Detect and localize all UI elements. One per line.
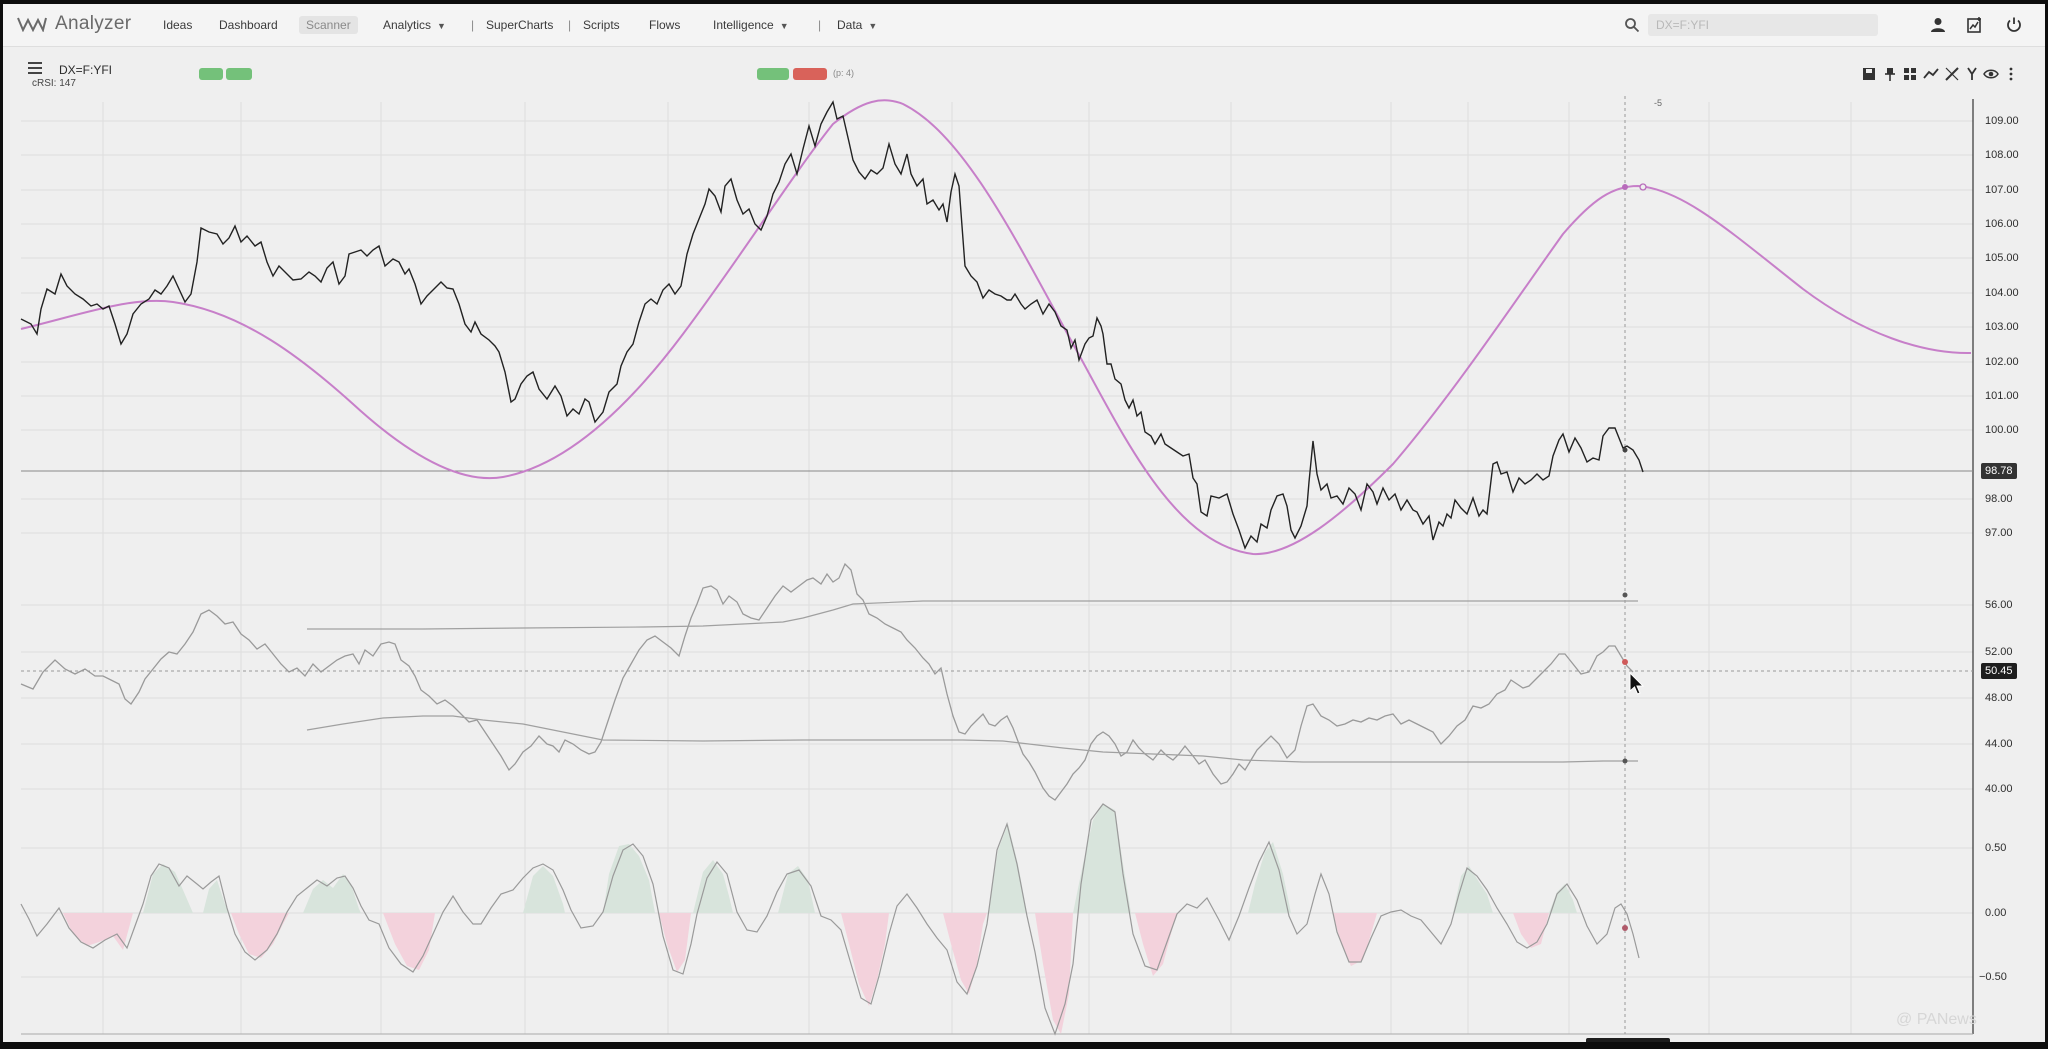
price-tick: 107.00 — [1985, 184, 2019, 196]
symbol-label[interactable]: DX=F:YFI — [59, 63, 113, 77]
cycle-marker-open — [1639, 183, 1647, 191]
nav-separator: | — [568, 18, 572, 32]
osc-current-marker — [1622, 925, 1628, 931]
legend-pill-green-2[interactable] — [226, 68, 252, 80]
logo-icon — [17, 17, 47, 32]
rsi-tick: 48.00 — [1985, 692, 2013, 704]
osc-negative-fill — [63, 913, 1549, 1034]
nav-data[interactable]: Data ▼ — [837, 16, 877, 34]
oscillator-line — [20, 803, 1640, 1036]
nav-scripts[interactable]: Scripts — [583, 18, 620, 32]
chevron-down-icon: ▼ — [779, 21, 789, 31]
legend-params: (p: 4) — [833, 68, 855, 78]
price-crosshair-marker — [1622, 447, 1628, 453]
rsi-lower-band — [306, 715, 1638, 763]
nav-analytics-label: Analytics — [383, 18, 432, 32]
fork-icon[interactable] — [1964, 66, 1980, 82]
eye-icon[interactable] — [1983, 66, 1999, 82]
nav-separator: | — [471, 18, 475, 32]
price-tick: 98.00 — [1985, 493, 2013, 505]
price-tick: 109.00 — [1985, 115, 2019, 127]
cycle-marker-filled — [1622, 184, 1628, 190]
rsi-current-marker — [1622, 659, 1628, 665]
power-icon[interactable] — [2005, 16, 2023, 34]
chevron-down-icon: ▼ — [868, 21, 878, 31]
app-window: Analyzer Ideas Dashboard Scanner Analyti… — [3, 4, 2045, 1042]
rsi-value-tag: 50.45 — [1981, 663, 2017, 679]
rsi-upper-band — [307, 600, 1638, 630]
nav-flows[interactable]: Flows — [649, 18, 681, 32]
rsi-line — [20, 562, 1634, 801]
grid-icon[interactable] — [1902, 66, 1918, 82]
nav-dashboard[interactable]: Dashboard — [219, 18, 278, 32]
rsi-tick: 40.00 — [1985, 783, 2013, 795]
save-icon[interactable] — [1861, 66, 1877, 82]
nav-ideas[interactable]: Ideas — [163, 18, 193, 32]
osc-tick: −0.50 — [1979, 971, 2007, 983]
analytics-report-icon[interactable] — [1966, 16, 1984, 34]
pin-icon[interactable] — [1882, 66, 1898, 82]
search-icon[interactable] — [1624, 17, 1640, 33]
chart-canvas[interactable] — [3, 4, 2045, 1042]
draw-tool-icon[interactable] — [1944, 66, 1960, 82]
cursor-offset-label: -5 — [1654, 98, 1663, 108]
osc-tick: 0.00 — [1985, 907, 2007, 919]
current-price-tag: 98.78 — [1981, 463, 2017, 479]
trend-icon[interactable] — [1923, 66, 1939, 82]
osc-tick: 0.50 — [1985, 842, 2007, 854]
price-line — [20, 100, 1644, 550]
search-input[interactable]: DX=F:YFI — [1648, 14, 1878, 36]
price-tick: 100.00 — [1985, 424, 2019, 436]
price-tick: 106.00 — [1985, 218, 2019, 230]
legend-pill-green-3[interactable] — [757, 68, 789, 80]
nav-intelligence[interactable]: Intelligence ▼ — [713, 16, 789, 34]
rsi-lower-marker — [1622, 758, 1628, 764]
user-icon[interactable] — [1929, 16, 1947, 34]
time-scrollbar-thumb[interactable] — [1586, 1038, 1670, 1042]
price-tick: 101.00 — [1985, 390, 2019, 402]
price-tick: 103.00 — [1985, 321, 2019, 333]
nav-scanner[interactable]: Scanner — [299, 16, 358, 34]
app-logo[interactable]: Analyzer — [17, 13, 131, 35]
chevron-down-icon: ▼ — [437, 21, 446, 31]
price-tick: 104.00 — [1985, 287, 2019, 299]
rsi-tick: 56.00 — [1985, 599, 2013, 611]
rsi-tick: 52.00 — [1985, 646, 2013, 658]
price-tick: 105.00 — [1985, 252, 2019, 264]
mouse-cursor-icon — [1629, 672, 1645, 695]
price-tick: 102.00 — [1985, 356, 2019, 368]
nav-supercharts[interactable]: SuperCharts — [486, 18, 554, 32]
top-nav-bar: Analyzer Ideas Dashboard Scanner Analyti… — [3, 4, 2045, 47]
rsi-tick: 44.00 — [1985, 738, 2013, 750]
price-tick: 97.00 — [1985, 527, 2013, 539]
more-options-icon[interactable] — [2003, 66, 2019, 82]
legend-pill-red[interactable] — [793, 68, 827, 80]
indicator-label: cRSI: 147 — [32, 78, 76, 89]
nav-intelligence-label: Intelligence — [713, 18, 774, 32]
nav-separator: | — [818, 18, 822, 32]
rsi-upper-marker — [1622, 592, 1628, 598]
price-tick: 108.00 — [1985, 149, 2019, 161]
watermark-text: @ PANews — [1896, 1011, 1977, 1028]
hamburger-menu-icon[interactable] — [28, 62, 42, 74]
app-name: Analyzer — [55, 13, 132, 34]
nav-analytics[interactable]: Analytics ▼ — [383, 16, 446, 34]
legend-pill-green-1[interactable] — [199, 68, 223, 80]
nav-data-label: Data — [837, 18, 863, 32]
osc-positive-fill — [143, 804, 1577, 913]
